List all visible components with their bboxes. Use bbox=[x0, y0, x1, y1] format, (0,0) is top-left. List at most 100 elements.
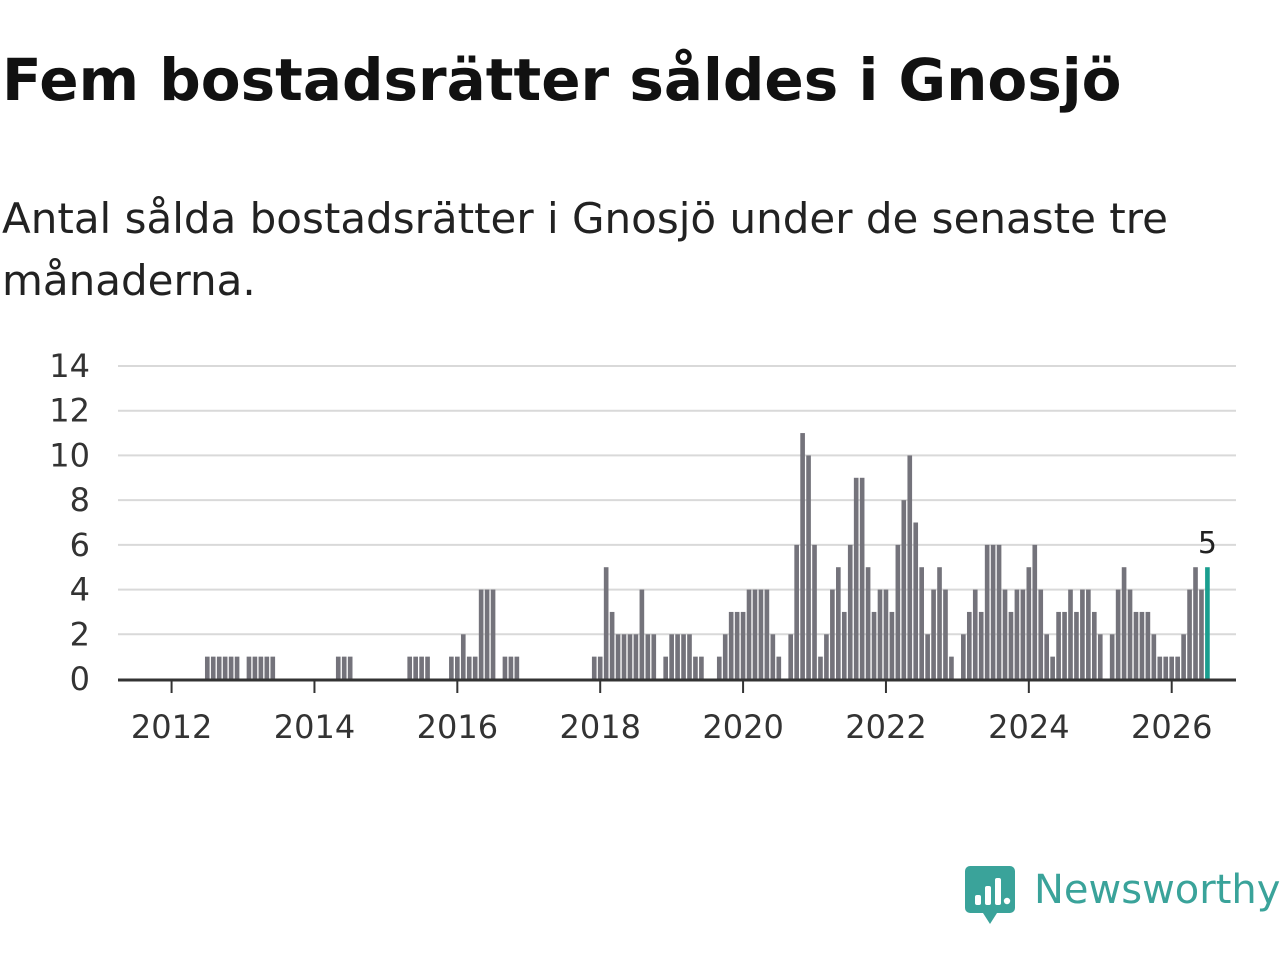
y-tick-label: 6 bbox=[70, 526, 90, 564]
bar bbox=[1169, 656, 1175, 679]
x-tick-label: 2022 bbox=[845, 708, 926, 746]
bar bbox=[836, 567, 841, 679]
bar bbox=[1014, 589, 1020, 679]
x-tick-label: 2018 bbox=[559, 708, 640, 746]
bar bbox=[204, 656, 210, 679]
bar bbox=[859, 477, 865, 679]
bar bbox=[627, 634, 633, 679]
bar bbox=[484, 589, 490, 679]
y-tick-label: 8 bbox=[70, 481, 90, 519]
bar bbox=[591, 656, 597, 679]
bar bbox=[478, 589, 484, 679]
bar bbox=[466, 656, 472, 679]
bar bbox=[901, 500, 907, 679]
chart-subtitle: Antal sålda bostadsrätter i Gnosjö under… bbox=[2, 194, 1168, 305]
bar bbox=[621, 634, 627, 679]
x-axis-ticks: 2012 2014 2016 2018 2020 2022 2024 2026 bbox=[131, 679, 1212, 746]
bar bbox=[1181, 634, 1186, 679]
bar bbox=[449, 656, 454, 679]
bars bbox=[204, 433, 1210, 679]
bar bbox=[472, 656, 478, 679]
bar bbox=[806, 455, 811, 679]
bar bbox=[419, 656, 424, 679]
bar bbox=[931, 589, 936, 679]
bar bbox=[913, 522, 919, 679]
chart-title: Fem bostadsrätter såldes i Gnosjö bbox=[2, 46, 1122, 114]
bar bbox=[716, 656, 722, 679]
bar bbox=[663, 656, 669, 679]
bar bbox=[455, 656, 460, 679]
bar bbox=[669, 634, 674, 679]
bar bbox=[246, 656, 252, 679]
bar bbox=[514, 656, 520, 679]
bar bbox=[1032, 544, 1038, 679]
bar bbox=[1074, 611, 1079, 679]
bar bbox=[853, 477, 859, 679]
bar bbox=[734, 611, 740, 679]
bar bbox=[675, 634, 680, 679]
bar bbox=[508, 656, 514, 679]
bar bbox=[1199, 589, 1204, 679]
bar bbox=[764, 589, 770, 679]
bar bbox=[645, 634, 651, 679]
bar bbox=[681, 634, 686, 679]
newsworthy-logo-icon bbox=[965, 866, 1015, 924]
bar bbox=[925, 634, 930, 679]
bar bbox=[919, 567, 924, 679]
bar bbox=[252, 656, 258, 679]
bar bbox=[425, 656, 430, 679]
bar bbox=[1050, 656, 1055, 679]
bar bbox=[347, 656, 353, 679]
bar bbox=[1008, 611, 1014, 679]
bar bbox=[722, 634, 728, 679]
bar bbox=[746, 589, 752, 679]
bar-highlight bbox=[1205, 567, 1210, 679]
bar bbox=[603, 567, 609, 679]
x-tick-label: 2024 bbox=[988, 708, 1069, 746]
bar bbox=[258, 656, 264, 679]
x-tick-label: 2012 bbox=[131, 708, 212, 746]
bar bbox=[264, 656, 270, 679]
bar bbox=[1002, 589, 1008, 679]
bar bbox=[752, 589, 758, 679]
bar bbox=[865, 567, 871, 679]
brand-name: Newsworthy bbox=[1034, 867, 1280, 913]
bar bbox=[883, 589, 889, 679]
bar bbox=[1038, 589, 1044, 679]
y-tick-label: 2 bbox=[70, 615, 90, 653]
bar bbox=[961, 634, 966, 679]
bar bbox=[1068, 589, 1073, 679]
bar bbox=[270, 656, 276, 679]
bar bbox=[972, 589, 978, 679]
bar bbox=[871, 611, 877, 679]
bar bbox=[1080, 589, 1085, 679]
bar bbox=[216, 656, 222, 679]
y-tick-label: 10 bbox=[49, 436, 90, 474]
bar bbox=[1163, 656, 1169, 679]
y-tick-label: 0 bbox=[70, 660, 90, 698]
bar bbox=[407, 656, 413, 679]
bar bbox=[1044, 634, 1050, 679]
bar bbox=[770, 634, 776, 679]
bar bbox=[1175, 656, 1180, 679]
y-tick-label: 4 bbox=[70, 571, 90, 609]
bar bbox=[1157, 656, 1163, 679]
bar bbox=[341, 656, 347, 679]
bar bbox=[788, 634, 794, 679]
bar bbox=[1139, 611, 1145, 679]
bar bbox=[841, 611, 847, 679]
bar bbox=[1193, 567, 1198, 679]
bar bbox=[609, 611, 615, 679]
bar bbox=[502, 656, 508, 679]
bar bbox=[740, 611, 746, 679]
bar bbox=[1121, 567, 1127, 679]
x-tick-label: 2020 bbox=[702, 708, 783, 746]
bar bbox=[877, 589, 883, 679]
bar bbox=[234, 656, 240, 679]
bar bbox=[597, 656, 603, 679]
bar bbox=[1097, 634, 1103, 679]
bar bbox=[699, 656, 704, 679]
bar bbox=[937, 567, 942, 679]
newsworthy-brand[interactable]: Newsworthy bbox=[964, 862, 1280, 930]
